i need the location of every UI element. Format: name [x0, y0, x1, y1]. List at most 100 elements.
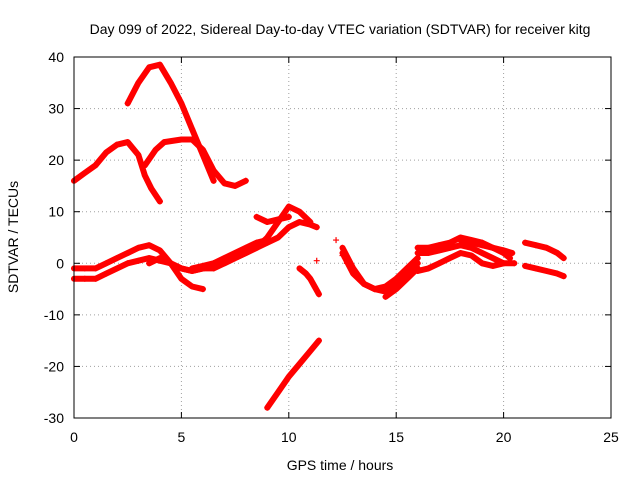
data-point [92, 275, 99, 282]
data-point [436, 260, 443, 267]
y-tick-label: 10 [48, 204, 64, 220]
plot-frame [73, 56, 612, 419]
data-series [71, 61, 567, 411]
data-point [393, 275, 400, 282]
data-point [296, 219, 303, 226]
data-point [189, 126, 196, 133]
series-line [141, 136, 249, 189]
data-point [311, 283, 318, 290]
data-point [92, 162, 99, 169]
data-point [285, 373, 292, 380]
series-arc-19 [522, 239, 567, 262]
data-point [511, 260, 518, 267]
data-point [296, 265, 303, 272]
data-point [479, 242, 486, 249]
data-point [425, 244, 432, 251]
data-point [489, 262, 496, 269]
series-arc-7 [199, 219, 320, 272]
data-point [509, 249, 516, 256]
series-line [339, 250, 421, 293]
data-point [178, 136, 185, 143]
data-point [210, 260, 217, 267]
x-tick-label: 25 [603, 429, 619, 445]
data-point [167, 79, 174, 86]
data-point [113, 141, 120, 148]
data-point [135, 257, 142, 264]
data-point [479, 260, 486, 267]
data-point [560, 273, 567, 280]
y-tick-label: -10 [44, 307, 64, 323]
grid-lines [74, 57, 611, 418]
data-point [489, 244, 496, 251]
data-point [124, 249, 131, 256]
data-point [393, 286, 400, 293]
data-point [221, 180, 228, 187]
data-point [333, 237, 340, 244]
data-point [468, 239, 475, 246]
data-point [264, 237, 271, 244]
series-line [382, 265, 421, 300]
data-point [275, 234, 282, 241]
data-point [178, 275, 185, 282]
data-point [264, 404, 271, 411]
data-point [275, 389, 282, 396]
data-point [285, 213, 292, 220]
series-arc-9 [253, 213, 292, 226]
data-point [382, 283, 389, 290]
data-point [285, 203, 292, 210]
series-line [253, 213, 292, 225]
data-point [178, 100, 185, 107]
y-tick-label: -20 [44, 358, 64, 374]
data-point [350, 270, 357, 277]
x-axis-label: GPS time / hours [287, 457, 394, 473]
data-point [296, 208, 303, 215]
data-point [242, 244, 249, 251]
data-point [522, 239, 529, 246]
chart-title: Day 099 of 2022, Sidereal Day-to-day VTE… [90, 21, 591, 37]
data-point [189, 265, 196, 272]
data-point [253, 213, 260, 220]
data-point [103, 270, 110, 277]
data-point [446, 244, 453, 251]
data-point [124, 260, 131, 267]
data-point [156, 61, 163, 68]
x-tick-label: 10 [281, 429, 297, 445]
axis-ticks: 0 5 10 15 20 25 -30 -20 -10 0 10 20 30 40 [44, 49, 619, 445]
data-point [135, 151, 142, 158]
data-point [315, 337, 322, 344]
data-point [113, 265, 120, 272]
y-tick-label: 20 [48, 152, 64, 168]
data-point [343, 260, 350, 267]
series-line [522, 239, 567, 262]
data-point [81, 275, 88, 282]
data-point [146, 242, 153, 249]
data-point [307, 275, 314, 282]
data-point [141, 162, 148, 169]
data-point [554, 249, 561, 256]
data-point [307, 347, 314, 354]
data-point [500, 260, 507, 267]
y-axis-label: SDTVAR / TECUs [5, 181, 21, 293]
data-point [148, 185, 155, 192]
data-point [156, 255, 163, 262]
data-point [313, 257, 320, 264]
series-arc-10 [264, 337, 322, 411]
data-point [532, 265, 539, 272]
data-point [307, 221, 314, 228]
x-tick-label: 5 [178, 429, 186, 445]
data-point [479, 249, 486, 256]
data-point [468, 252, 475, 259]
data-point [178, 265, 185, 272]
x-tick-label: 20 [496, 429, 512, 445]
data-point [146, 260, 153, 267]
series-arc-2 [71, 139, 163, 205]
data-point [339, 252, 346, 259]
data-point [425, 265, 432, 272]
series-arc-18 [457, 237, 516, 256]
data-point [189, 283, 196, 290]
series-line [296, 265, 322, 298]
series-line [71, 139, 163, 205]
data-point [275, 216, 282, 223]
data-point [403, 275, 410, 282]
data-point [210, 167, 217, 174]
